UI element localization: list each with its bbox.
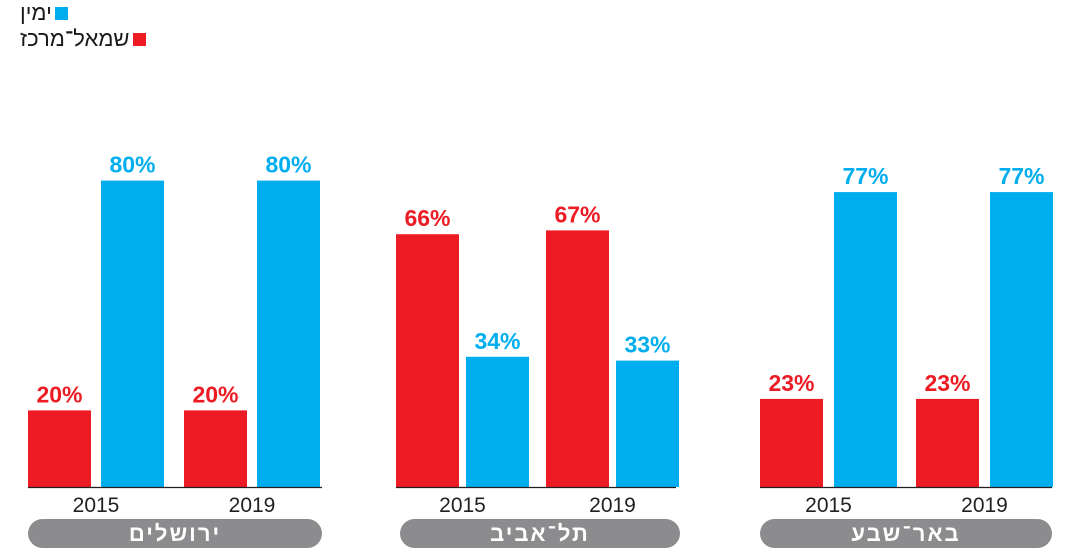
data-label-right-0-0: 80% [109, 152, 155, 178]
legend-item-right: ימין [20, 0, 146, 26]
legend-label-left-center: שמאל־מרכז [20, 26, 130, 51]
data-label-left-center-2-0: 23% [768, 370, 814, 396]
bar-left-center-0-1 [184, 410, 247, 487]
city-label-1: תל־אביב [490, 521, 590, 546]
city-pill-0 [28, 519, 322, 548]
bar-right-0-1 [257, 180, 320, 487]
tick-label-year-0-1: 2019 [229, 494, 276, 517]
legend-label-right: ימין [20, 0, 52, 25]
bar-left-center-0-0 [28, 410, 91, 487]
bar-right-1-1 [616, 360, 679, 487]
data-label-left-center-1-1: 67% [554, 201, 600, 227]
tick-label-year-1-1: 2019 [589, 494, 636, 517]
data-label-left-center-1-0: 66% [404, 205, 450, 231]
bar-left-center-2-0 [760, 398, 823, 487]
bar-left-center-1-1 [546, 230, 609, 487]
city-pill-2 [760, 519, 1052, 548]
bar-left-center-1-0 [396, 234, 459, 487]
data-label-right-0-1: 80% [265, 152, 311, 178]
city-label-0: ירושלים [129, 521, 221, 546]
tick-label-year-0-0: 2015 [73, 494, 120, 517]
legend: ימין שמאל־מרכז [20, 0, 146, 52]
bar-right-2-0 [834, 192, 897, 487]
tick-label-year-2-0: 2015 [805, 494, 852, 517]
bar-right-1-0 [466, 356, 529, 487]
data-label-right-1-0: 34% [474, 328, 520, 354]
legend-item-left-center: שמאל־מרכז [20, 26, 146, 52]
legend-swatch-right [54, 6, 68, 20]
data-label-left-center-0-1: 20% [192, 381, 238, 407]
data-label-right-1-1: 33% [624, 332, 670, 358]
city-label-2: באר־שבע [851, 521, 960, 546]
data-label-left-center-0-0: 20% [36, 381, 82, 407]
city-pill-1 [400, 519, 680, 548]
tick-label-year-1-0: 2015 [439, 494, 486, 517]
bar-left-center-2-1 [916, 398, 979, 487]
data-label-left-center-2-1: 23% [924, 370, 970, 396]
data-label-right-2-0: 77% [842, 163, 888, 189]
tick-label-year-2-1: 2019 [961, 494, 1008, 517]
data-label-right-2-1: 77% [998, 163, 1044, 189]
legend-swatch-left-center [132, 32, 146, 46]
bar-right-0-0 [101, 180, 164, 487]
bar-right-2-1 [990, 192, 1053, 487]
